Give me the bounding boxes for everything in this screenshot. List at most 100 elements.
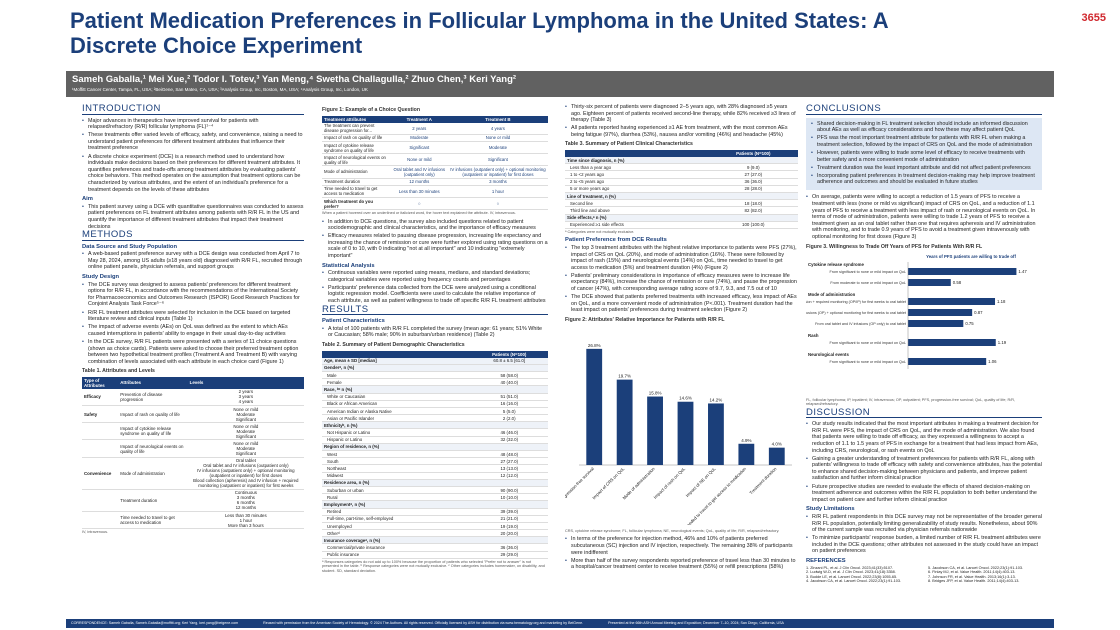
table1-level: 3 months xyxy=(236,495,255,501)
results-heading: RESULTS xyxy=(322,305,548,316)
bar-value-label: 1.06 xyxy=(988,359,997,364)
table2-row-value: 39 (39.0) xyxy=(470,508,548,516)
table1-level: IV infusions (outpatient only) + optiona… xyxy=(197,468,295,479)
table3-row-label: Second line xyxy=(565,199,709,208)
table2-row-value xyxy=(470,536,548,545)
table2-row-label: Otherᵈ xyxy=(322,529,471,538)
table2-header: Patients (N=100) xyxy=(470,350,548,358)
table2-row: Otherᵈ 20 (20.0) xyxy=(322,529,548,538)
figure1-radio-option[interactable]: ○ xyxy=(447,197,548,211)
conclusions-box-list: Shared decision-making in FL treatment s… xyxy=(811,121,1037,186)
table2-row-value xyxy=(470,479,548,487)
table1: Type of Attributes Attributes Levels Eff… xyxy=(82,376,304,530)
table1-level: Continuous xyxy=(234,490,257,496)
table2-row: Age, mean ± SD [median] 60.8 ± 6.5 [61.0] xyxy=(322,357,548,365)
table1-row: Treatment duration Continuous 3 months 6 mo… xyxy=(82,489,304,513)
table1-level: Significant xyxy=(235,451,256,457)
table2-row-label: Black or African American xyxy=(322,400,471,408)
table1-row: Time needed to travel to get access to m… xyxy=(82,511,304,530)
bar xyxy=(616,380,633,466)
pref-heading: Patient Preference from DCE Results xyxy=(565,237,667,244)
figure1-row: The treatment can prevent disease progre… xyxy=(322,122,548,135)
bar xyxy=(677,402,694,466)
limitations-list: R/R FL patient respondents in this DCE s… xyxy=(806,514,1042,555)
aim-list: This patient survey using a DCE with qua… xyxy=(82,204,304,230)
table1-level: Moderate xyxy=(236,411,256,417)
figure1-attribute-cell: Treatment duration xyxy=(322,178,391,186)
table1-level: 12 months xyxy=(235,505,257,511)
group-label: Rash xyxy=(808,333,819,338)
bar xyxy=(908,298,996,306)
methods-cont-bullet: Efficacy measures related to pausing dis… xyxy=(322,233,548,259)
bar xyxy=(708,403,724,466)
figure1-attribute-cell: Impact of cytokine release syndrome on q… xyxy=(322,141,391,155)
table2-row-value: 60.8 ± 6.5 [61.0] xyxy=(470,357,548,365)
table3-row-label: Line of treatment, n (%) xyxy=(565,192,709,201)
poster-title: Patient Medication Preferences in Follic… xyxy=(70,8,888,58)
table2-row-label: Commercial/private insurance xyxy=(322,543,471,552)
table1-attribute-cell: Impact of neurological events on quality… xyxy=(118,439,188,458)
table1-levels-cell: Oral tablet Oral tablet and IV infusions … xyxy=(187,457,304,490)
intro-bullet: A discrete choice experiment (DCE) is a … xyxy=(82,154,304,194)
table2-row: Retired 39 (39.0) xyxy=(322,508,548,516)
methods-sub1-list: A web-based patient preference survey wi… xyxy=(82,251,304,271)
stat-heading: Statistical Analysis xyxy=(322,262,375,269)
table2-row-value: 5 (5.0) xyxy=(470,407,548,416)
group-label: Cytokine release syndrome xyxy=(808,262,864,267)
table2-row-value: 51 (51.0) xyxy=(470,393,548,401)
pref-bullet: The top 3 treatment attributes with the … xyxy=(565,245,798,271)
bar-value-label: 14.2% xyxy=(710,398,723,403)
table3-note: ᵃ Categories were not mutually exclusive… xyxy=(565,229,635,234)
table3-row: 2 to <5 years ago 36 (36.0) xyxy=(565,178,798,186)
figure1-header: Treatment A xyxy=(390,115,448,123)
table2-row-label: Rural xyxy=(322,493,471,502)
table1-levels-cell: 2 years 3 years 4 years xyxy=(187,388,304,407)
bar xyxy=(586,349,603,466)
table1-attribute-cell: Impact of cytokine release syndrome on q… xyxy=(118,422,188,441)
table1-level: 2 years xyxy=(238,389,254,395)
table1-level: More than 3 hours xyxy=(228,522,264,528)
table2-row-value xyxy=(470,421,548,430)
reference-item: 3. Budde LE, et al. Lancet Oncol. 2022;2… xyxy=(806,574,898,579)
figure1-radio-option[interactable]: ○ xyxy=(390,197,448,211)
limitation-bullet: To minimize participants' response burde… xyxy=(806,535,1042,555)
bar-value-label: 1.19 xyxy=(998,340,1007,345)
category-label: From significant to none or mild impact … xyxy=(830,360,906,364)
table2-row: Unemployed 19 (19.0) xyxy=(322,522,548,531)
table3-row-label: 5 or more years ago xyxy=(565,185,709,194)
table1-attribute-cell: Prevention of disease progression xyxy=(118,388,188,407)
pref-list: The top 3 treatment attributes with the … xyxy=(565,245,798,314)
table3-row-label: 2 to <5 years ago xyxy=(565,178,709,186)
methods-heading: METHODS xyxy=(82,230,304,241)
table2-row: Male 58 (58.0) xyxy=(322,371,548,380)
methods-bullet: The impact of adverse events (AEs) on Qo… xyxy=(82,324,304,337)
bar-value-label: 0.58 xyxy=(953,280,962,285)
category-label: From moderate to none or mild impact on … xyxy=(830,281,906,285)
reference-item: 7. Johnson FR, et al. Value Health. 2013… xyxy=(928,574,1016,579)
bar xyxy=(908,268,1017,276)
footer-bar: CORRESPONDENCE: Sameh Gaballa, Sameh.Gab… xyxy=(66,619,1054,628)
bar xyxy=(908,339,996,347)
limitation-bullet: R/R FL patient respondents in this DCE s… xyxy=(806,514,1042,534)
bar xyxy=(908,320,964,328)
conclusion-bullet: PFS was the most important treatment att… xyxy=(811,135,1037,148)
table2-row: Residence area, n (%) xyxy=(322,479,548,487)
table1-levels-cell: Less than 30 minutes 1 hour More than 3 ho… xyxy=(187,511,304,530)
figure1-attribute-cell: Which treatment do you prefer? xyxy=(322,197,391,211)
table2-row: West 48 (48.0) xyxy=(322,450,548,459)
after-fig2-list: In terms of the preference for injection… xyxy=(565,536,798,570)
table3-row: Second line 18 (18.0) xyxy=(565,199,798,208)
table1-levels-cell: None or mild Moderate Significant xyxy=(187,405,304,424)
methods-cont-bullet: In addition to DCE questions, the survey… xyxy=(322,219,548,232)
stat-bullet: Participants' preference data collected … xyxy=(322,285,548,305)
table3-row: Line of treatment, n (%) xyxy=(565,192,798,201)
table1-level: None or mild xyxy=(233,423,259,429)
table3-row: 5 or more years ago 28 (28.0) xyxy=(565,185,798,194)
figure1-option-cell: 3 months xyxy=(447,178,548,186)
table1-levels-cell: None or mild Moderate Significant xyxy=(187,439,304,458)
table1-level: Significant xyxy=(235,416,256,422)
table3-body: Time since diagnosis, n (%) Less than a y… xyxy=(565,157,798,229)
table2-row: South 27 (27.0) xyxy=(322,457,548,466)
x-tick-label: Progression-free survival xyxy=(565,467,595,504)
figure1-option-cell: Significant xyxy=(447,153,548,167)
